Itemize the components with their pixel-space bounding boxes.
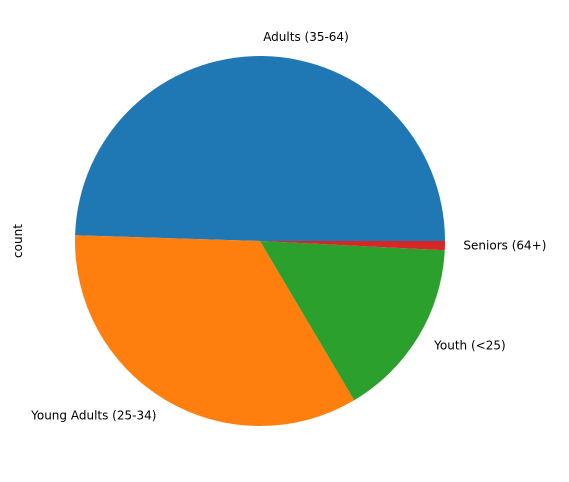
- pie-label-adults-35-64: Adults (35-64): [263, 30, 349, 44]
- pie-labels: Adults (35-64) Young Adults (25-34) Youth …: [30, 30, 546, 423]
- pie-slice-young-adults-25-34: [75, 235, 355, 426]
- pie-slice-adults-35-64: [75, 55, 446, 241]
- pie-label-seniors-64: Seniors (64+): [463, 239, 546, 253]
- pie-label-youth-25: Youth (<25): [433, 339, 506, 353]
- pie-slice-youth-25: [260, 241, 445, 401]
- pie-label-young-adults-25-34: Young Adults (25-34): [30, 409, 156, 423]
- pie-slices: [75, 55, 446, 426]
- y-axis-label: count: [11, 224, 25, 258]
- pie-slice-seniors-64: [260, 241, 445, 251]
